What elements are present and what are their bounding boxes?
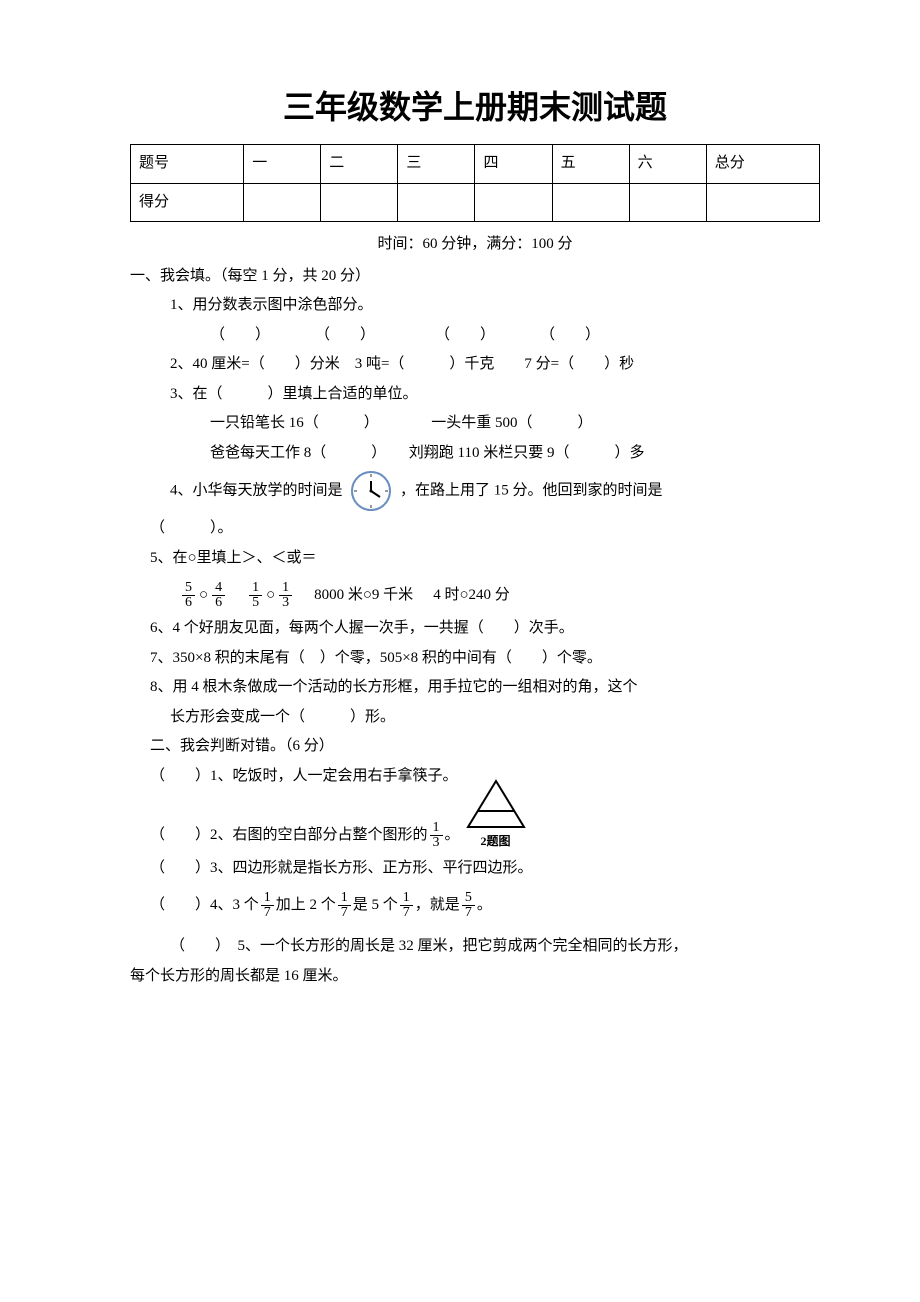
q3b: 爸爸每天工作 8（ ） 刘翔跑 110 米栏只要 9（ ）多: [210, 441, 820, 467]
denominator: 3: [279, 596, 292, 610]
numerator: 1: [430, 821, 443, 836]
table-row: 得分: [131, 183, 820, 222]
q1-blanks: （ ） （ ） （ ） （ ）: [210, 323, 820, 349]
q5-text1: 8000 米○9 千米: [314, 583, 413, 609]
denominator: 7: [261, 906, 274, 920]
triangle-figure: 2题图: [466, 779, 526, 851]
score-table: 题号 一 二 三 四 五 六 总分 得分: [130, 144, 820, 222]
header-cell: 一: [244, 145, 321, 184]
q3: 3、在（ ）里填上合适的单位。: [170, 382, 820, 408]
q4-end: （ ）。: [150, 516, 820, 542]
q8a: 8、用 4 根木条做成一个活动的长方形框，用手拉它的一组相对的角，这个: [150, 675, 820, 701]
q4: 4、小华每天放学的时间是 ，在路上用了 15 分。他回到家的时间是: [170, 470, 820, 512]
time-info: 时间：60 分钟，满分：100 分: [130, 232, 820, 258]
frac: 5 6: [182, 581, 195, 610]
compare-circle: ○: [199, 583, 208, 609]
clock-icon: [350, 470, 392, 512]
frac: 5 7: [462, 891, 475, 920]
frac: 1 7: [261, 891, 274, 920]
blank-cell: [321, 183, 398, 222]
header-cell: 四: [475, 145, 552, 184]
numerator: 5: [462, 891, 475, 906]
j3: （ ）3、四边形就是指长方形、正方形、平行四边形。: [150, 856, 820, 882]
j5b: 每个长方形的周长都是 16 厘米。: [130, 964, 820, 990]
j4-post: 。: [477, 893, 492, 919]
triangle-caption: 2题图: [466, 831, 526, 851]
row-label: 得分: [131, 183, 244, 222]
q5-group2: 1 5 ○ 1 3: [247, 581, 294, 610]
j4-mid1: 加上 2 个: [276, 893, 336, 919]
j4-pre: （ ）4、3 个: [150, 893, 259, 919]
header-cell: 六: [629, 145, 706, 184]
j2-post: 。: [445, 823, 460, 849]
q5-group1: 5 6 ○ 4 6: [180, 581, 227, 610]
frac: 1 3: [430, 821, 443, 850]
header-cell: 三: [398, 145, 475, 184]
frac: 1 7: [338, 891, 351, 920]
blank-cell: [244, 183, 321, 222]
frac: 4 6: [212, 581, 225, 610]
q5-text2: 4 时○240 分: [433, 583, 510, 609]
blank-cell: [706, 183, 819, 222]
denominator: 5: [249, 596, 262, 610]
numerator: 4: [212, 581, 225, 596]
blank-cell: [629, 183, 706, 222]
compare-circle: ○: [266, 583, 275, 609]
numerator: 1: [249, 581, 262, 596]
denominator: 7: [400, 906, 413, 920]
j2: （ ）2、右图的空白部分占整个图形的 1 3 。 2题图: [150, 819, 820, 851]
blank-cell: [398, 183, 475, 222]
q5: 5、在○里填上＞、＜或＝: [150, 546, 820, 572]
numerator: 1: [338, 891, 351, 906]
denominator: 6: [212, 596, 225, 610]
j4: （ ）4、3 个 1 7 加上 2 个 1 7 是 5 个 1 7 ，就是 5 …: [150, 891, 820, 920]
header-cell: 题号: [131, 145, 244, 184]
q4-post: ，在路上用了 15 分。他回到家的时间是: [400, 483, 663, 499]
denominator: 3: [430, 836, 443, 850]
q6: 6、4 个好朋友见面，每两个人握一次手，一共握（ ）次手。: [150, 616, 820, 642]
section-2-heading: 二、我会判断对错。（6 分）: [150, 734, 820, 760]
header-cell: 二: [321, 145, 398, 184]
j4-group: （ ）4、3 个 1 7 加上 2 个 1 7 是 5 个 1 7 ，就是 5 …: [150, 891, 492, 920]
frac: 1 7: [400, 891, 413, 920]
numerator: 5: [182, 581, 195, 596]
q4-pre: 4、小华每天放学的时间是: [170, 483, 343, 499]
q3a: 一只铅笔长 16（ ） 一头牛重 500（ ）: [210, 411, 820, 437]
q2: 2、40 厘米=（ ）分米 3 吨=（ ）千克 7 分=（ ）秒: [170, 352, 820, 378]
j4-mid3: ，就是: [415, 893, 460, 919]
numerator: 1: [279, 581, 292, 596]
section-1-heading: 一、我会填。（每空 1 分，共 20 分）: [130, 264, 820, 290]
denominator: 7: [338, 906, 351, 920]
frac: 1 3: [279, 581, 292, 610]
frac: 1 5: [249, 581, 262, 610]
j5a: （ ） 5、一个长方形的周长是 32 厘米，把它剪成两个完全相同的长方形，: [170, 934, 820, 960]
numerator: 1: [400, 891, 413, 906]
j4-mid2: 是 5 个: [353, 893, 398, 919]
header-cell: 总分: [706, 145, 819, 184]
denominator: 6: [182, 596, 195, 610]
q5-row: 5 6 ○ 4 6 1 5 ○ 1 3 8000 米○9 千米 4 时○240 …: [180, 581, 820, 610]
j2-pre: （ ）2、右图的空白部分占整个图形的: [150, 823, 428, 849]
table-row: 题号 一 二 三 四 五 六 总分: [131, 145, 820, 184]
q1: 1、用分数表示图中涂色部分。: [170, 293, 820, 319]
q7: 7、350×8 积的末尾有（ ）个零，505×8 积的中间有（ ）个零。: [150, 646, 820, 672]
q8b: 长方形会变成一个（ ）形。: [170, 705, 820, 731]
header-cell: 五: [552, 145, 629, 184]
blank-cell: [552, 183, 629, 222]
denominator: 7: [462, 906, 475, 920]
page-title: 三年级数学上册期末测试题: [130, 80, 820, 134]
numerator: 1: [261, 891, 274, 906]
blank-cell: [475, 183, 552, 222]
